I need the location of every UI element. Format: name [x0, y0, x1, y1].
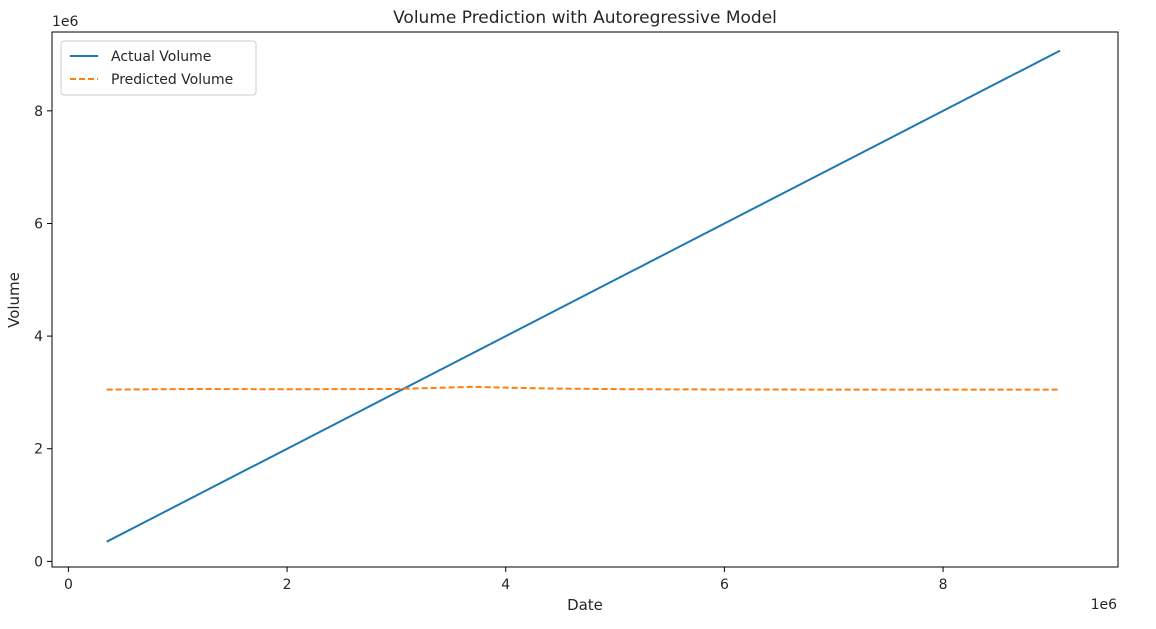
x-tick-label: 8 — [939, 577, 948, 593]
y-tick-label: 0 — [34, 554, 43, 570]
y-tick-label: 6 — [34, 216, 43, 232]
x-tick-label: 2 — [283, 577, 292, 593]
x-axis-label: Date — [567, 596, 603, 614]
x-ticks: 0 2 4 6 8 — [64, 567, 948, 593]
legend-label-predicted-volume: Predicted Volume — [111, 72, 233, 88]
x-offset-text: 1e6 — [1091, 597, 1118, 613]
legend: Actual Volume Predicted Volume — [60, 40, 257, 96]
legend-box — [60, 40, 257, 96]
plot-frame — [51, 31, 1119, 568]
y-offset-text: 1e6 — [52, 14, 79, 30]
y-tick-label: 8 — [34, 104, 43, 120]
y-ticks: 0 2 4 6 8 — [34, 104, 52, 570]
chart-title: Volume Prediction with Autoregressive Mo… — [393, 8, 777, 28]
y-tick-label: 2 — [34, 442, 43, 458]
x-tick-label: 0 — [64, 577, 73, 593]
series-line-predicted-volume — [106, 385, 1061, 391]
plot-lines — [106, 49, 1061, 543]
y-axis-label: Volume — [5, 272, 23, 328]
y-tick-label: 4 — [34, 329, 43, 345]
series-line-actual-volume — [106, 49, 1061, 543]
x-tick-label: 6 — [720, 577, 729, 593]
legend-label-actual-volume: Actual Volume — [111, 49, 211, 65]
x-tick-label: 4 — [501, 577, 510, 593]
